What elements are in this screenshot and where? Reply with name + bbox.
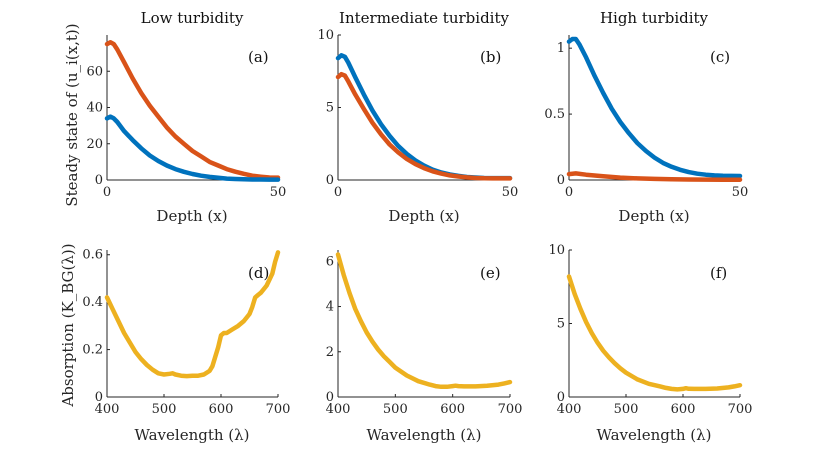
panel-a-xlabel: Depth (x)	[156, 207, 227, 225]
panel-a-ylabel: Steady state of (u_i(x,t))	[63, 23, 81, 206]
panel-c-series-2-line	[566, 171, 743, 182]
panel-b-ytick-label: 5	[326, 101, 334, 116]
panel-d-ytick-label: 0.6	[82, 248, 103, 263]
panel-d-ytick-label: 0	[95, 390, 103, 405]
panel-f-label: (f)	[710, 264, 727, 282]
panel-a-title: Low turbidity	[141, 9, 244, 27]
panel-c-series-1-line	[566, 36, 743, 179]
panel-b-ytick-label: 0	[326, 173, 334, 188]
panel-c-xtick-label: 0	[565, 185, 573, 200]
panel-d-xlabel: Wavelength (λ)	[134, 426, 249, 444]
panel-f-xtick-label: 700	[728, 402, 753, 417]
panel-a-ytick-label: 20	[86, 137, 103, 152]
panel-f-series-1-line	[566, 274, 743, 392]
panel-d-label: (d)	[248, 264, 269, 282]
panel-c-ytick-label: 1	[557, 41, 565, 56]
panel-d-xtick-label: 500	[152, 402, 177, 417]
panel-d-xtick-label: 600	[209, 402, 234, 417]
panel-a-series-2-line	[104, 114, 281, 182]
panel-c-title: High turbidity	[600, 9, 709, 27]
panel-e-ytick-label: 2	[326, 345, 334, 360]
panel-c-ytick-label: 0	[557, 173, 565, 188]
panel-e-ytick-label: 4	[326, 300, 334, 315]
panel-a-ytick-label: 60	[86, 64, 103, 79]
panel-a-ytick-label: 0	[95, 173, 103, 188]
panel-c-xtick-label: 50	[732, 185, 749, 200]
panel-b-label: (b)	[480, 48, 501, 66]
panel-b-series-1-line	[335, 53, 513, 181]
panel-f-xtick-label: 400	[557, 402, 582, 417]
panel-a-ytick-label: 40	[86, 101, 103, 116]
panel-b-title: Intermediate turbidity	[339, 9, 509, 27]
panel-e-series-1-line	[335, 252, 513, 390]
panel-e-ytick-label: 6	[326, 254, 334, 269]
panel-b-ytick-label: 10	[317, 28, 334, 43]
panel-d-xtick-label: 400	[95, 402, 120, 417]
panel-f-ytick-label: 0	[557, 390, 565, 405]
panel-b-series-2-line	[335, 71, 513, 181]
panel-f-ytick-label: 10	[548, 243, 565, 258]
panel-e-ytick-label: 0	[326, 390, 334, 405]
panel-e-xlabel: Wavelength (λ)	[366, 426, 481, 444]
panel-c: 0 0.5 1 0 50	[544, 35, 748, 200]
panel-e-xtick-label: 700	[498, 402, 523, 417]
panel-e-xtick-label: 600	[440, 402, 465, 417]
panel-a: 0 20 40 60 0 50	[86, 35, 286, 200]
panel-b-xtick-label: 0	[334, 185, 342, 200]
panel-c-ytick-label: 0.5	[544, 107, 565, 122]
panel-e: 0 2 4 6 400 500 600 700	[326, 250, 523, 417]
panel-b-xtick-label: 50	[502, 185, 519, 200]
panel-e-xtick-label: 500	[383, 402, 408, 417]
panel-f-ytick-label: 5	[557, 317, 565, 332]
panel-f-xlabel: Wavelength (λ)	[596, 426, 711, 444]
panel-d-series-1-line	[104, 250, 281, 379]
panel-d-ylabel: Absorption (K_BG(λ))	[59, 243, 77, 407]
panel-c-label: (c)	[710, 48, 730, 66]
panel-d-ytick-label: 0.2	[82, 343, 103, 358]
panel-a-xtick-label: 0	[103, 185, 111, 200]
panel-b: 0 5 10 0 50	[317, 28, 518, 200]
panel-a-series-1-line	[104, 40, 281, 180]
panel-d-xtick-label: 700	[266, 402, 291, 417]
panel-b-xlabel: Depth (x)	[388, 207, 459, 225]
panel-e-label: (e)	[480, 264, 501, 282]
panel-a-xtick-label: 50	[270, 185, 287, 200]
panel-f-xtick-label: 500	[614, 402, 639, 417]
panel-f-xtick-label: 600	[671, 402, 696, 417]
panel-f: 0 5 10 400 500 600 700	[548, 243, 752, 417]
panel-d: 0 0.2 0.4 0.6 400 500 600 700	[82, 248, 290, 417]
panel-a-label: (a)	[248, 48, 269, 66]
panel-e-xtick-label: 400	[326, 402, 351, 417]
panel-d-ytick-label: 0.4	[82, 295, 103, 310]
panel-c-xlabel: Depth (x)	[618, 207, 689, 225]
